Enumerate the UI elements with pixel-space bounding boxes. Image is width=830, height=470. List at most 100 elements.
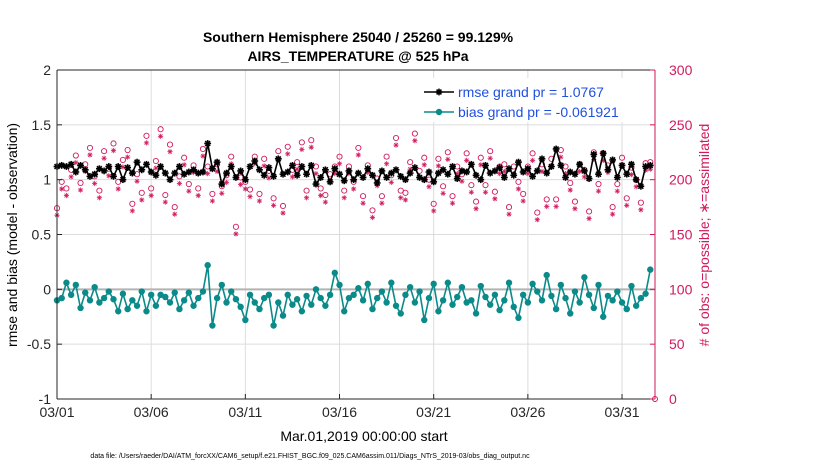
legend-box: [420, 78, 646, 122]
bias-point: [129, 297, 136, 304]
bias-point: [585, 291, 593, 299]
bias-point: [416, 288, 423, 295]
rmse-point: [599, 149, 607, 157]
rmse-point: [72, 168, 80, 176]
x-tick-label: 03/31: [605, 404, 640, 420]
obs-possible-point: [407, 159, 414, 166]
bias-point: [628, 282, 635, 290]
bias-point: [510, 303, 517, 311]
bias-point: [425, 294, 433, 302]
rmse-point: [317, 174, 325, 181]
rmse-point: [425, 168, 433, 176]
obs-assimilated-point: [308, 144, 314, 150]
bias-point: [430, 280, 437, 288]
obs-possible-point: [162, 191, 169, 199]
rmse-point: [628, 160, 635, 168]
obs-assimilated-point: [445, 156, 451, 162]
obs-assimilated-point: [143, 140, 150, 146]
bias-point: [251, 299, 258, 306]
rmse-point: [265, 164, 273, 172]
obs-assimilated-point: [360, 200, 366, 206]
rmse-point: [298, 163, 306, 170]
y-right-tick-label: 100: [669, 281, 693, 297]
rmse-point: [562, 174, 569, 181]
x-axis-label: Mar.01,2019 00:00:00 start: [280, 428, 447, 444]
obs-possible-point: [77, 179, 84, 187]
obs-possible-point: [157, 126, 164, 133]
bias-point: [505, 279, 513, 286]
bias-point: [322, 302, 329, 309]
rmse-point: [260, 171, 268, 179]
obs-possible-point: [383, 153, 390, 160]
rmse-point: [580, 167, 588, 175]
bias-point: [143, 308, 150, 315]
rmse-point: [274, 155, 282, 163]
obs-assimilated-point: [336, 161, 343, 167]
bias-point: [581, 274, 588, 281]
obs-possible-point: [477, 154, 484, 161]
obs-assimilated-point: [497, 171, 503, 177]
rmse-point: [500, 174, 508, 181]
obs-assimilated-point: [242, 186, 248, 192]
obs-possible-point: [247, 186, 254, 193]
rmse-point: [529, 172, 536, 180]
y-right-tick-label: 0: [669, 391, 677, 407]
rmse-point: [105, 163, 113, 170]
obs-possible-point: [284, 143, 291, 150]
rmse-point: [171, 169, 179, 177]
obs-assimilated-point: [351, 186, 357, 192]
legend-rmse-line: [424, 88, 454, 96]
bias-point: [444, 279, 452, 286]
rmse-point: [321, 166, 329, 174]
bias-point: [548, 292, 555, 300]
y-tick-label: 2: [43, 62, 51, 78]
rmse-point: [284, 168, 292, 176]
bias-point: [534, 288, 541, 295]
bias-point: [341, 308, 348, 315]
rmse-point: [312, 180, 320, 188]
obs-assimilated-point: [266, 175, 272, 181]
rmse-point: [538, 155, 546, 163]
obs-assimilated-point: [167, 149, 173, 155]
rmse-point: [515, 158, 522, 166]
rmse-point: [491, 167, 499, 175]
rmse-point: [496, 164, 504, 172]
bias-point: [345, 294, 353, 302]
bias-point: [166, 299, 174, 306]
bias-point: [303, 292, 310, 300]
rmse-point: [190, 166, 197, 174]
obs-assimilated-point: [464, 157, 470, 164]
bias-point: [543, 271, 550, 279]
obs-assimilated-point: [299, 146, 305, 153]
bias-point: [58, 294, 65, 302]
bias-point: [63, 279, 70, 286]
rmse-point: [406, 169, 414, 177]
rmse-point: [604, 166, 612, 174]
bias-point: [383, 299, 390, 306]
rmse-point: [359, 174, 367, 181]
bias-point: [604, 292, 612, 300]
rmse-point: [505, 165, 513, 173]
bias-point: [326, 291, 334, 299]
rmse-point: [293, 171, 301, 179]
obs-possible-point: [637, 199, 644, 206]
rmse-point: [364, 165, 372, 173]
obs-assimilated-point: [529, 157, 536, 164]
bias-point: [590, 304, 597, 312]
rmse-point: [444, 170, 452, 178]
rmse-point: [100, 167, 108, 175]
obs-possible-point: [571, 198, 579, 205]
bias-point: [317, 294, 324, 302]
bias-point: [284, 291, 291, 299]
obs-possible-point: [473, 198, 480, 205]
obs-assimilated-point: [172, 211, 178, 217]
bias-point: [486, 301, 494, 308]
bias-point: [110, 296, 117, 303]
rmse-point: [133, 158, 141, 166]
obs-possible-point: [501, 161, 508, 168]
obs-assimilated-point: [421, 162, 427, 168]
rmse-point: [467, 160, 475, 168]
rmse-point: [67, 160, 75, 168]
bias-point: [562, 294, 569, 302]
obs-assimilated-point: [68, 174, 74, 180]
